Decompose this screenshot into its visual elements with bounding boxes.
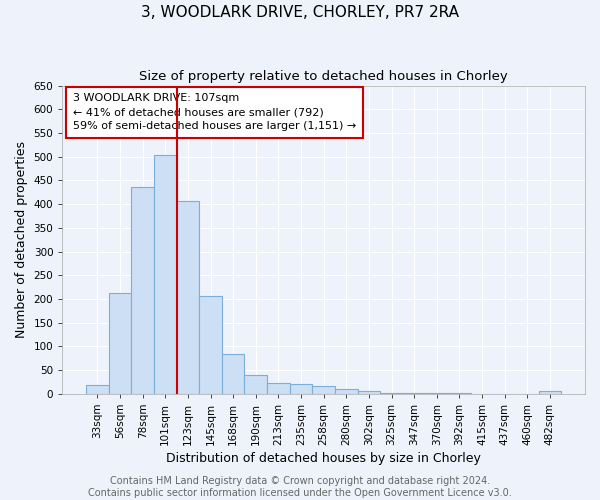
Bar bbox=[222, 354, 244, 394]
Bar bbox=[290, 384, 313, 394]
Text: Contains HM Land Registry data © Crown copyright and database right 2024.
Contai: Contains HM Land Registry data © Crown c… bbox=[88, 476, 512, 498]
Bar bbox=[380, 393, 403, 394]
Bar bbox=[267, 384, 290, 394]
Bar bbox=[335, 388, 358, 394]
Y-axis label: Number of detached properties: Number of detached properties bbox=[15, 141, 28, 338]
Bar bbox=[109, 293, 131, 394]
Bar bbox=[244, 375, 267, 394]
Bar bbox=[199, 296, 222, 394]
X-axis label: Distribution of detached houses by size in Chorley: Distribution of detached houses by size … bbox=[166, 452, 481, 465]
Bar bbox=[176, 201, 199, 394]
Title: Size of property relative to detached houses in Chorley: Size of property relative to detached ho… bbox=[139, 70, 508, 83]
Text: 3 WOODLARK DRIVE: 107sqm
← 41% of detached houses are smaller (792)
59% of semi-: 3 WOODLARK DRIVE: 107sqm ← 41% of detach… bbox=[73, 94, 356, 132]
Text: 3, WOODLARK DRIVE, CHORLEY, PR7 2RA: 3, WOODLARK DRIVE, CHORLEY, PR7 2RA bbox=[141, 5, 459, 20]
Bar bbox=[403, 393, 425, 394]
Bar bbox=[313, 386, 335, 394]
Bar bbox=[539, 391, 561, 394]
Bar bbox=[358, 391, 380, 394]
Bar bbox=[131, 186, 154, 394]
Bar bbox=[86, 386, 109, 394]
Bar bbox=[154, 156, 176, 394]
